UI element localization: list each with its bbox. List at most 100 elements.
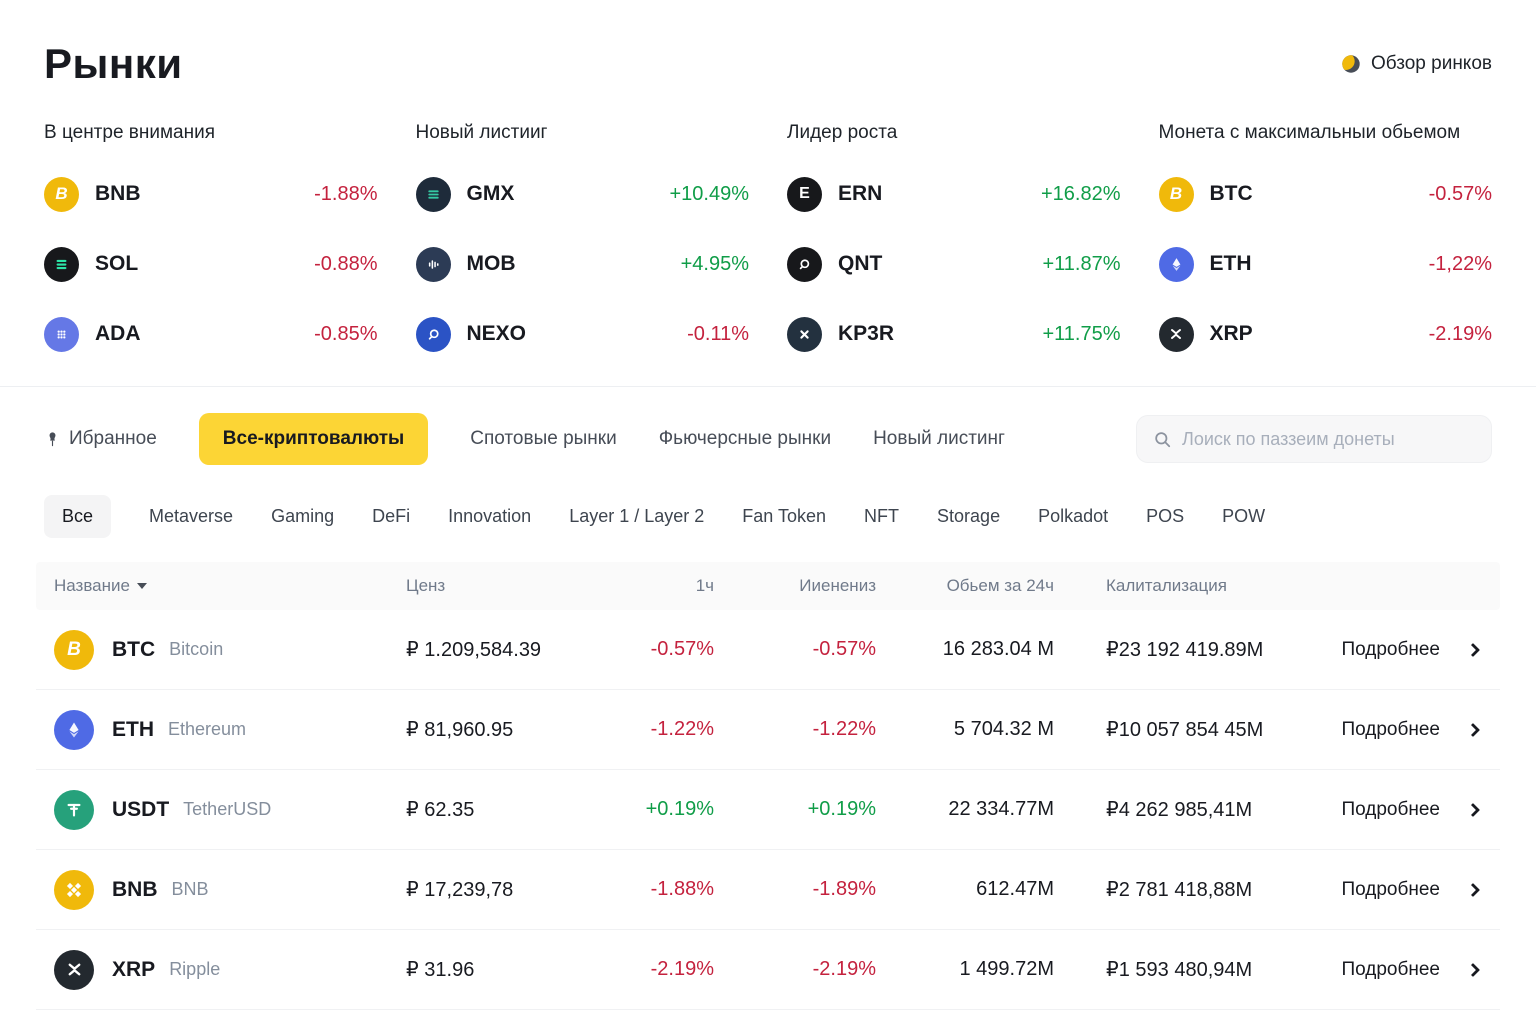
featured-coin-ern[interactable]: E ERN +16.82% [787,174,1121,214]
tab-spot-markets-label: Спотовые рынки [470,428,617,449]
row-1h-change: -2.19% [650,958,714,980]
featured-coin-qnt[interactable]: QNT +11.87% [787,244,1121,284]
search-box[interactable] [1136,415,1492,463]
column-header-1h[interactable]: 1ч [695,576,714,595]
category-all[interactable]: Все [44,495,112,538]
row-market-cap: ₽23 192 419.89M [1106,639,1264,661]
details-button[interactable]: Подробнее [1322,639,1482,661]
featured-coin-nexo[interactable]: NEXO -0.11% [415,314,749,354]
featured-coin-gmx[interactable]: GMX +10.49% [415,174,749,214]
category-polkadot[interactable]: Polkadot [1038,506,1109,526]
category-innovation[interactable]: Innovation [448,506,532,526]
row-volume: 1 499.72M [959,958,1054,980]
search-input[interactable] [1182,428,1475,450]
table-header-row: Название Ценз 1ч Ииенениз Обьем за 24ч К… [36,562,1500,610]
category-fan-token[interactable]: Fan Token [742,506,827,526]
featured-coin-ada[interactable]: ADA -0.85% [44,314,378,354]
coin-symbol: QNT [838,252,883,275]
coin-change: +10.49% [669,182,749,205]
tab-spot-markets[interactable]: Спотовые рынки [470,428,616,450]
category-metaverse[interactable]: Metaverse [149,506,234,526]
row-symbol: BNB [112,877,158,901]
nexo-icon [415,316,451,352]
featured-coin-xrp[interactable]: XRP -2.19% [1158,314,1492,354]
coin-change: -1,22% [1428,252,1492,275]
details-button[interactable]: Подробнее [1322,719,1482,741]
featured-column-title: В центре внимания [44,122,216,143]
details-button[interactable]: Подробнее [1322,959,1482,981]
row-change: -1.22% [812,718,876,740]
row-full-name: Ethereum [168,719,247,739]
row-full-name: Bitcoin [169,639,224,659]
chevron-right-icon [1465,802,1481,817]
tab-all-crypto[interactable]: Все-криптовалюты [198,413,429,465]
row-volume: 5 704.32 M [953,718,1054,740]
column-header-cap[interactable]: Калитализация [1106,576,1227,595]
featured-column-title: Новый листииг [415,122,548,143]
coin-change: +4.95% [680,252,749,275]
coin-symbol: ETH [1209,252,1252,275]
category-gaming[interactable]: Gaming [271,506,335,526]
row-price: ₽ 17,239,78 [406,879,514,901]
row-volume: 612.47M [976,878,1054,900]
coin-change: -0.88% [314,252,378,275]
featured-coin-kp3r[interactable]: KP3R +11.75% [787,314,1121,354]
bnb-icon [54,869,94,910]
row-price: ₽ 31.96 [406,959,475,981]
row-full-name: Ripple [169,959,221,979]
market-tabs: Ибранное Все-криптовалюты Спотовые рынки… [0,387,1536,465]
featured-coin-btc[interactable]: B BTC -0.57% [1158,174,1492,214]
details-button[interactable]: Подробнее [1322,799,1482,821]
mobilecoin-icon [415,246,451,282]
cardano-icon [44,316,79,352]
row-change: -0.57% [812,638,876,660]
row-symbol: XRP [112,957,156,981]
featured-coin-sol[interactable]: SOL -0.88% [44,244,378,284]
featured-coin-mob[interactable]: MOB +4.95% [415,244,749,284]
bitcoin-icon: B [1158,176,1194,212]
coin-change: -1.88% [314,182,378,205]
market-overview-link[interactable]: Обзор ринков [1340,53,1492,75]
category-nft[interactable]: NFT [864,506,900,526]
page-header: Рынки Обзор ринков [0,0,1536,88]
table-row-usdt[interactable]: USDT TetherUSD ₽ 62.35 +0.19% +0.19% 22 … [36,770,1500,850]
category-storage[interactable]: Storage [937,506,1001,526]
table-row-xrp[interactable]: XRP Ripple ₽ 31.96 -2.19% -2.19% 1 499.7… [36,930,1500,1010]
column-header-change[interactable]: Ииенениз [799,576,876,595]
row-volume: 16 283.04 M [942,638,1054,660]
coin-symbol: BTC [1209,182,1253,205]
coin-change: -2.19% [1428,322,1492,345]
category-defi[interactable]: DeFi [372,506,411,526]
featured-column-title: Монета с максимальныи обьемом [1158,122,1461,143]
category-pos[interactable]: POS [1146,506,1185,526]
coin-symbol: NEXO [466,322,527,345]
tab-favorites[interactable]: Ибранное [44,428,157,450]
details-button[interactable]: Подробнее [1322,879,1482,901]
featured-column-new-listing: Новый листииг GMX +10.49% MOB +4.95% NEX… [415,122,749,354]
sort-caret-icon [136,583,147,589]
tab-futures-markets[interactable]: Фьючерсные рынки [659,428,831,450]
featured-coin-bnb[interactable]: B BNB -1.88% [44,174,378,214]
coin-symbol: GMX [466,182,515,205]
featured-coin-eth[interactable]: ETH -1,22% [1158,244,1492,284]
column-header-price[interactable]: Ценз [406,576,446,595]
table-row-eth[interactable]: ETH Ethereum ₽ 81,960.95 -1.22% -1.22% 5… [36,690,1500,770]
category-pow[interactable]: POW [1222,506,1266,526]
featured-column-title: Лидер роста [787,122,898,143]
row-1h-change: -1.22% [650,718,714,740]
column-header-name[interactable]: Название [54,576,406,596]
chevron-right-icon [1465,882,1481,897]
row-market-cap: ₽4 262 985,41M [1106,799,1253,821]
table-row-btc[interactable]: B BTC Bitcoin ₽ 1.209,584.39 -0.57% -0.5… [36,610,1500,690]
tab-new-listing[interactable]: Новый листинг [873,428,1005,450]
moon-icon [1340,53,1362,75]
column-header-volume[interactable]: Обьем за 24ч [946,576,1054,595]
table-row-bnb[interactable]: BNB BNB ₽ 17,239,78 -1.88% -1.89% 612.47… [36,850,1500,930]
coin-symbol: SOL [95,252,139,275]
coin-change: +16.82% [1040,182,1121,205]
chevron-right-icon [1465,642,1481,657]
search-icon [1153,430,1172,449]
row-volume: 22 334.77M [948,798,1054,820]
category-layers[interactable]: Layer 1 / Layer 2 [569,506,705,526]
row-symbol: USDT [112,797,170,821]
